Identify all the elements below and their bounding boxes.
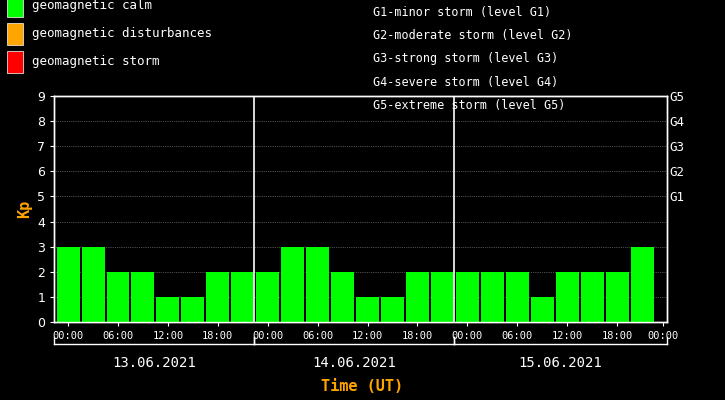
Text: G5-extreme storm (level G5): G5-extreme storm (level G5) xyxy=(373,99,566,112)
Text: 14.06.2021: 14.06.2021 xyxy=(312,356,396,370)
Text: G3-strong storm (level G3): G3-strong storm (level G3) xyxy=(373,52,559,65)
Y-axis label: Kp: Kp xyxy=(17,200,32,218)
Bar xyxy=(431,272,454,322)
Bar xyxy=(605,272,629,322)
Bar xyxy=(406,272,429,322)
Bar xyxy=(181,297,204,322)
Bar xyxy=(157,297,179,322)
Text: 15.06.2021: 15.06.2021 xyxy=(518,356,602,370)
Bar xyxy=(306,247,329,322)
Text: Time (UT): Time (UT) xyxy=(321,379,404,394)
Text: G4-severe storm (level G4): G4-severe storm (level G4) xyxy=(373,76,559,89)
Bar xyxy=(207,272,229,322)
Bar xyxy=(107,272,130,322)
Bar xyxy=(281,247,304,322)
Text: geomagnetic disturbances: geomagnetic disturbances xyxy=(32,28,212,40)
Bar xyxy=(555,272,579,322)
Bar xyxy=(481,272,504,322)
Text: G1-minor storm (level G1): G1-minor storm (level G1) xyxy=(373,6,552,19)
Text: G2-moderate storm (level G2): G2-moderate storm (level G2) xyxy=(373,29,573,42)
Text: geomagnetic storm: geomagnetic storm xyxy=(32,56,160,68)
Bar xyxy=(506,272,529,322)
Bar xyxy=(531,297,554,322)
Text: 13.06.2021: 13.06.2021 xyxy=(112,356,196,370)
Text: geomagnetic calm: geomagnetic calm xyxy=(32,0,152,12)
Bar xyxy=(256,272,279,322)
Bar xyxy=(581,272,604,322)
Bar xyxy=(231,272,254,322)
Bar xyxy=(631,247,653,322)
Bar xyxy=(57,247,80,322)
Bar xyxy=(456,272,478,322)
Bar xyxy=(331,272,354,322)
Bar xyxy=(131,272,154,322)
Bar xyxy=(381,297,404,322)
Bar xyxy=(356,297,379,322)
Bar xyxy=(82,247,104,322)
